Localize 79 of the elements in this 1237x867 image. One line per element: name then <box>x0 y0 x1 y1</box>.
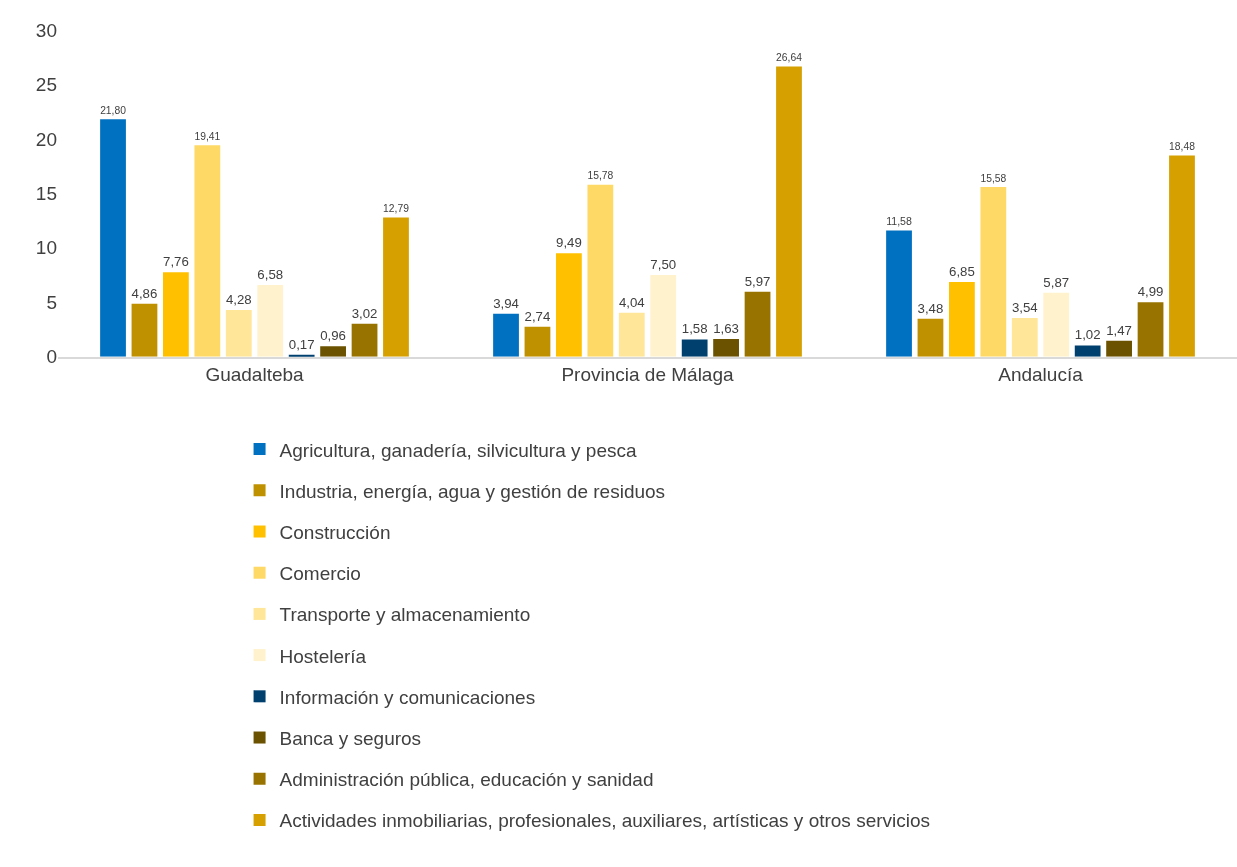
data-label: 3,48 <box>917 300 944 316</box>
data-label: 7,50 <box>650 256 677 272</box>
bar <box>713 338 739 357</box>
y-tick-label: 0 <box>46 346 57 368</box>
bar <box>194 145 221 357</box>
bar <box>351 323 378 357</box>
bar <box>1043 292 1070 357</box>
y-tick-label: 25 <box>35 74 57 96</box>
data-label: 5,87 <box>1043 274 1070 290</box>
legend-label: Comercio <box>279 563 361 585</box>
bar <box>100 119 126 357</box>
data-label: 2,74 <box>524 308 551 324</box>
legend-label: Información y comunicaciones <box>279 686 536 708</box>
bar <box>383 217 409 357</box>
data-label: 26,64 <box>776 52 803 64</box>
legend-label: Administración pública, educación y sanidad <box>279 769 654 791</box>
bar <box>917 318 944 357</box>
data-label: 3,02 <box>351 305 378 321</box>
y-tick-label: 15 <box>35 182 57 204</box>
data-label: 4,86 <box>131 285 158 301</box>
legend-label: Banca y seguros <box>279 727 422 749</box>
data-label: 1,63 <box>713 320 739 336</box>
bar <box>1106 340 1132 357</box>
data-label: 11,58 <box>886 215 912 228</box>
data-label: 5,97 <box>744 273 771 289</box>
data-label: 3,54 <box>1011 300 1038 315</box>
bar <box>650 275 677 357</box>
bar <box>681 339 708 357</box>
bar <box>949 282 975 357</box>
bar <box>556 253 582 357</box>
bar <box>524 326 551 357</box>
bar <box>493 313 519 357</box>
y-tick-label: 5 <box>46 291 57 313</box>
bar <box>587 184 614 357</box>
x-tick-label: Guadalteba <box>205 364 305 386</box>
data-label: 0,17 <box>288 336 315 352</box>
data-label: 12,79 <box>383 202 410 214</box>
x-tick-label: Andalucía <box>998 364 1084 386</box>
data-label: 6,58 <box>257 266 284 282</box>
bar <box>618 312 645 357</box>
bar <box>744 291 771 357</box>
bar <box>776 66 802 357</box>
bar <box>225 310 252 357</box>
legend-label: Agricultura, ganadería, silvicultura y pesca <box>279 439 637 461</box>
legend-label: Hostelería <box>279 645 367 667</box>
data-label: 0,96 <box>320 328 346 344</box>
data-label: 4,99 <box>1137 284 1164 300</box>
data-label: 4,04 <box>618 294 645 310</box>
data-label: 18,48 <box>1169 141 1196 153</box>
legend-label: Actividades inmobiliarias, profesionales, auxiliares, artísticas y otros servicios <box>279 810 931 832</box>
legend-label: Industria, energía, agua y gestión de residuos <box>279 480 666 502</box>
x-tick-label: Provincia de Málaga <box>561 364 735 386</box>
legend-label: Transporte y almacenamiento <box>279 604 531 626</box>
y-tick-label: 20 <box>35 128 57 150</box>
data-label: 6,85 <box>949 263 975 279</box>
bar <box>1169 155 1195 357</box>
bar <box>886 230 912 357</box>
bar <box>131 303 158 357</box>
data-label: 19,41 <box>194 130 221 142</box>
bar <box>980 187 1007 357</box>
legend-label: Construcción <box>279 521 391 543</box>
bar <box>1137 302 1164 357</box>
bar <box>163 272 189 357</box>
data-label: 3,94 <box>493 295 519 311</box>
data-label: 4,28 <box>225 291 252 307</box>
data-label: 15,58 <box>980 172 1007 184</box>
data-label: 9,49 <box>556 235 582 251</box>
data-label: 21,80 <box>100 104 127 116</box>
y-tick-label: 10 <box>35 237 57 259</box>
data-label: 1,02 <box>1074 327 1101 343</box>
bar <box>320 346 346 357</box>
bar <box>1074 345 1101 357</box>
data-label: 7,76 <box>163 254 189 270</box>
data-label: 15,78 <box>587 170 614 182</box>
y-tick-label: 30 <box>35 19 57 41</box>
bar <box>1011 318 1038 357</box>
data-label: 1,47 <box>1106 322 1132 338</box>
data-label: 1,58 <box>681 321 708 337</box>
bar <box>257 285 284 357</box>
